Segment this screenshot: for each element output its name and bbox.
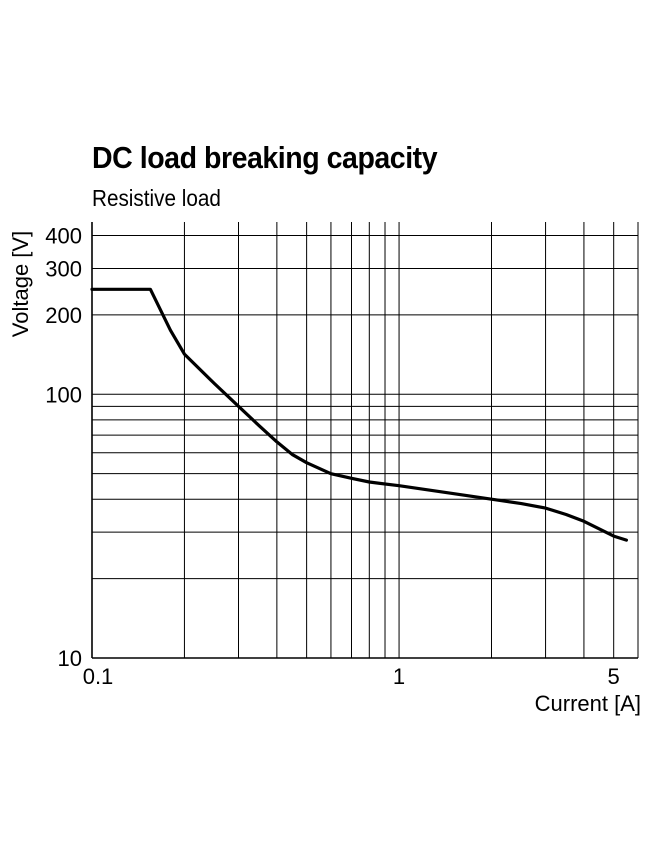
grid <box>91 222 639 659</box>
chart-subtitle: Resistive load <box>92 185 221 211</box>
x-axis-label: Current [A] <box>535 691 641 716</box>
y-tick-label: 100 <box>45 382 82 407</box>
breaking-capacity-curve <box>90 287 629 542</box>
y-tick-label: 200 <box>45 303 82 328</box>
x-tick-label: 0.1 <box>83 664 114 689</box>
tick-labels: 0.1 1 5 10 100 200 300 400 <box>45 223 620 689</box>
y-tick-label: 400 <box>45 223 82 248</box>
y-axis-label: Voltage [V] <box>8 231 33 337</box>
chart-title: DC load breaking capacity <box>92 140 438 175</box>
series-layer <box>90 287 629 542</box>
y-tick-label: 300 <box>45 256 82 281</box>
x-tick-label: 5 <box>608 664 620 689</box>
y-tick-label: 10 <box>58 646 82 671</box>
x-tick-label: 1 <box>393 664 405 689</box>
